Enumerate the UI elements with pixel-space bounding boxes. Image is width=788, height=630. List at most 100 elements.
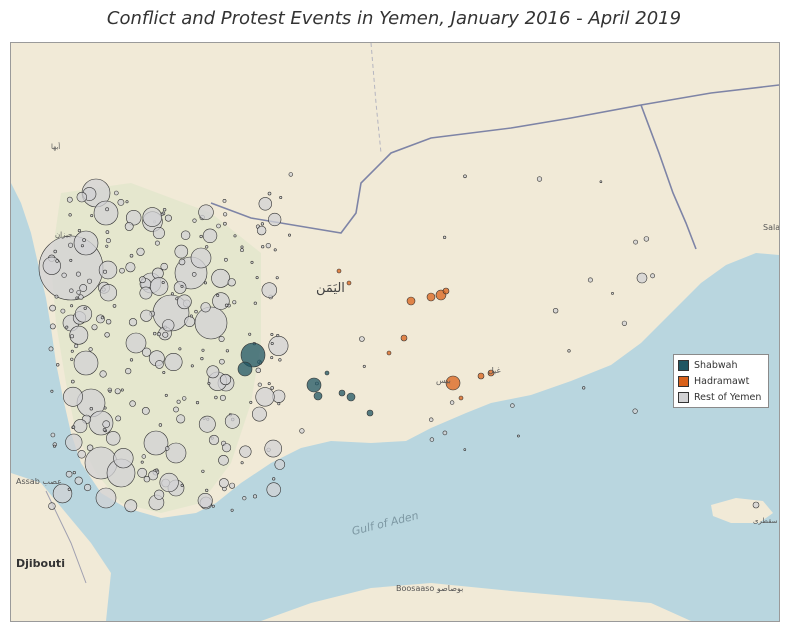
event-marker-rest[interactable]: [49, 304, 56, 312]
event-marker-rest[interactable]: [71, 425, 76, 429]
event-marker-rest[interactable]: [287, 233, 291, 237]
event-marker-rest[interactable]: [70, 349, 74, 353]
event-marker-rest[interactable]: [218, 478, 229, 488]
event-marker-rest[interactable]: [174, 244, 189, 259]
event-marker-rest[interactable]: [74, 476, 83, 485]
event-marker-rest[interactable]: [105, 244, 109, 248]
event-marker-rest[interactable]: [113, 448, 134, 469]
event-marker-rest[interactable]: [119, 267, 125, 274]
event-marker-rest[interactable]: [248, 332, 252, 336]
event-marker-rest[interactable]: [261, 282, 277, 298]
event-marker-rest[interactable]: [195, 401, 200, 405]
event-marker-rest[interactable]: [112, 304, 117, 308]
event-marker-rest[interactable]: [124, 222, 134, 231]
event-marker-rest[interactable]: [429, 437, 435, 442]
event-marker-shabwah[interactable]: [313, 391, 323, 401]
event-marker-rest[interactable]: [139, 276, 146, 284]
event-marker-rest[interactable]: [125, 368, 132, 375]
event-marker-rest[interactable]: [93, 200, 119, 226]
event-marker-rest[interactable]: [200, 357, 204, 361]
event-marker-rest[interactable]: [443, 235, 447, 239]
event-marker-hadramawt[interactable]: [336, 268, 342, 274]
event-marker-rest[interactable]: [194, 306, 228, 340]
event-marker-rest[interactable]: [202, 228, 218, 244]
event-marker-rest[interactable]: [632, 408, 638, 414]
event-marker-rest[interactable]: [65, 470, 73, 478]
event-marker-hadramawt[interactable]: [426, 292, 436, 302]
event-marker-shabwah[interactable]: [366, 409, 374, 417]
event-marker-rest[interactable]: [115, 415, 122, 422]
event-marker-rest[interactable]: [214, 395, 218, 400]
event-marker-rest[interactable]: [125, 210, 142, 226]
event-marker-rest[interactable]: [552, 308, 559, 314]
event-marker-rest[interactable]: [204, 281, 208, 285]
event-marker-rest[interactable]: [129, 358, 134, 362]
event-marker-rest[interactable]: [232, 300, 237, 305]
event-marker-rest[interactable]: [154, 489, 165, 500]
event-marker-rest[interactable]: [299, 428, 305, 434]
event-marker-rest[interactable]: [66, 196, 73, 203]
event-marker-rest[interactable]: [250, 260, 254, 264]
event-marker-rest[interactable]: [69, 334, 74, 339]
event-marker-rest[interactable]: [65, 325, 69, 329]
event-marker-rest[interactable]: [463, 448, 467, 451]
event-marker-rest[interactable]: [95, 487, 117, 509]
event-marker-rest[interactable]: [77, 450, 86, 459]
event-marker-rest[interactable]: [76, 290, 81, 295]
event-marker-rest[interactable]: [567, 349, 571, 353]
event-marker-rest[interactable]: [164, 214, 172, 222]
event-marker-rest[interactable]: [142, 347, 152, 357]
event-marker-shabwah[interactable]: [306, 377, 322, 393]
event-marker-rest[interactable]: [65, 433, 83, 451]
event-marker-rest[interactable]: [73, 419, 88, 434]
event-marker-rest[interactable]: [143, 430, 169, 456]
event-marker-rest[interactable]: [207, 381, 211, 385]
event-marker-rest[interactable]: [264, 439, 283, 458]
event-marker-rest[interactable]: [83, 483, 92, 492]
event-marker-rest[interactable]: [105, 230, 110, 234]
event-marker-rest[interactable]: [516, 434, 520, 438]
event-marker-rest[interactable]: [160, 212, 164, 216]
event-marker-rest[interactable]: [189, 314, 193, 318]
event-marker-rest[interactable]: [587, 277, 593, 283]
event-marker-rest[interactable]: [242, 496, 247, 501]
event-marker-rest[interactable]: [255, 276, 259, 280]
event-marker-rest[interactable]: [199, 234, 203, 239]
event-marker-rest[interactable]: [599, 180, 603, 183]
event-marker-rest[interactable]: [104, 332, 110, 338]
event-marker-rest[interactable]: [75, 271, 81, 277]
event-marker-rest[interactable]: [359, 336, 365, 342]
event-marker-rest[interactable]: [260, 222, 264, 226]
event-marker-rest[interactable]: [208, 434, 220, 446]
event-marker-rest[interactable]: [160, 262, 168, 271]
event-marker-rest[interactable]: [611, 291, 614, 295]
event-marker-rest[interactable]: [180, 483, 184, 487]
event-marker-rest[interactable]: [178, 347, 182, 351]
event-marker-rest[interactable]: [253, 301, 257, 305]
event-marker-rest[interactable]: [279, 196, 283, 200]
event-marker-rest[interactable]: [197, 492, 213, 508]
event-marker-rest[interactable]: [165, 442, 187, 464]
legend-item-rest[interactable]: Rest of Yemen: [674, 389, 768, 405]
event-marker-rest[interactable]: [633, 239, 638, 245]
event-marker-rest[interactable]: [63, 386, 83, 407]
event-marker-rest[interactable]: [267, 191, 272, 196]
event-marker-rest[interactable]: [103, 269, 108, 274]
event-marker-rest[interactable]: [52, 483, 73, 504]
event-marker-rest[interactable]: [449, 400, 455, 405]
event-marker-rest[interactable]: [50, 389, 54, 393]
event-marker-rest[interactable]: [272, 477, 276, 481]
event-marker-rest[interactable]: [72, 471, 76, 475]
event-marker-rest[interactable]: [362, 364, 366, 368]
event-marker-rest[interactable]: [275, 276, 279, 280]
event-marker-rest[interactable]: [240, 248, 244, 253]
event-marker-rest[interactable]: [173, 406, 179, 413]
event-marker-rest[interactable]: [120, 388, 124, 392]
event-marker-rest[interactable]: [155, 360, 164, 369]
event-marker-rest[interactable]: [159, 472, 179, 493]
event-marker-hadramawt[interactable]: [400, 334, 408, 342]
event-marker-rest[interactable]: [103, 406, 107, 410]
event-marker-rest[interactable]: [68, 242, 74, 248]
event-marker-rest[interactable]: [266, 482, 281, 497]
event-marker-rest[interactable]: [153, 331, 157, 336]
